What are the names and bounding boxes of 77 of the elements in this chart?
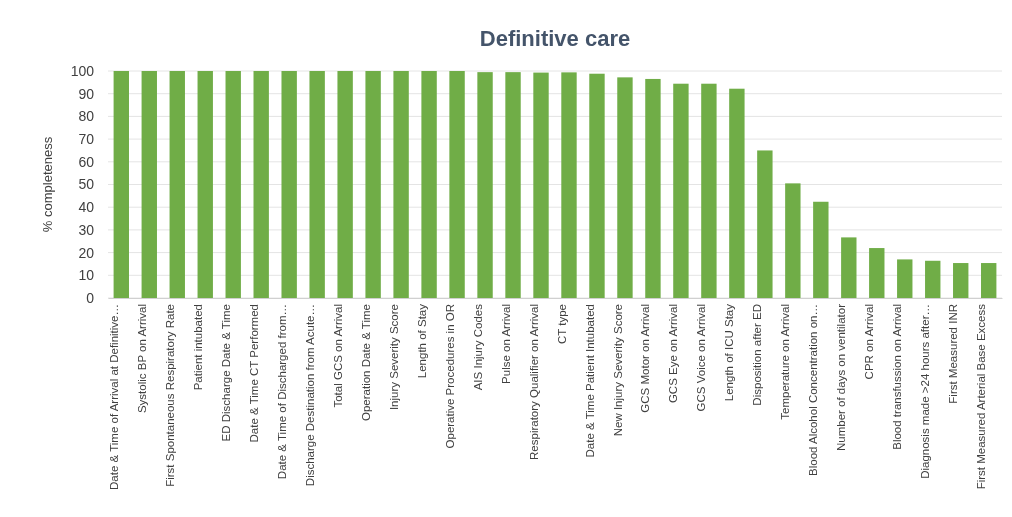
bar: [813, 201, 829, 298]
x-tick-label: Date & Time of Arrival at Definitive…: [107, 304, 120, 490]
x-tick-label: Number of days on ventilator: [835, 303, 848, 452]
bar: [337, 71, 353, 298]
bar: [561, 72, 577, 298]
bar: [141, 71, 157, 298]
bar: [645, 78, 661, 298]
bar: [897, 259, 913, 298]
bar: [197, 71, 213, 298]
x-tick-label: CT type: [555, 304, 568, 345]
bar: [253, 71, 269, 298]
bar: [449, 71, 465, 298]
x-tick-label: Date & Time of Discharged from…: [275, 304, 288, 480]
bar: [617, 77, 633, 298]
x-tick-label: Temperature on Arrival: [779, 304, 792, 420]
bar: [729, 88, 745, 298]
x-tick-label: Systolic BP on Arrival: [135, 304, 148, 414]
bar: [785, 183, 801, 298]
bar: [869, 248, 885, 298]
x-tick-label: Injury Severity Score: [387, 304, 400, 411]
bar: [925, 260, 941, 298]
bar: [533, 72, 549, 298]
x-tick-label: GCS Eye on Arrival: [667, 304, 680, 404]
bar: [309, 71, 325, 298]
bar: [113, 71, 129, 298]
y-tick-label: 40: [78, 199, 95, 216]
bar: [589, 73, 605, 298]
bar: [281, 71, 297, 298]
x-tick-label: AIS Injury Codes: [471, 303, 484, 391]
bar: [421, 71, 437, 298]
bar: [477, 72, 493, 298]
bar: [365, 71, 381, 298]
x-tick-label: ED Discharge Date & Time: [219, 304, 232, 442]
bar: [953, 263, 969, 298]
y-tick-label: 80: [78, 108, 95, 125]
y-tick-label: 90: [78, 85, 95, 102]
y-tick-label: 70: [78, 131, 95, 148]
x-tick-label: Date & Time CT Performed: [247, 304, 260, 443]
y-tick-label: 20: [78, 244, 95, 261]
bar: [505, 72, 521, 298]
x-tick-label: Date & Time Patient Intubated: [583, 304, 596, 458]
y-tick-label: 10: [78, 267, 95, 284]
x-tick-label: Respiratory Qualifier on Arrival: [527, 304, 540, 460]
y-tick-label: 60: [78, 153, 95, 170]
bar: [757, 150, 773, 298]
x-tick-label: First Spontaneous Respiratory Rate: [163, 304, 176, 487]
y-tick-label: 50: [78, 176, 95, 193]
y-axis-title: % completeness: [40, 136, 55, 233]
x-tick-label: GCS Voice on Arrival: [695, 304, 708, 412]
x-tick-label: Operation Date & Time: [359, 304, 372, 421]
x-tick-label: CPR on Arrival: [863, 304, 876, 380]
x-tick-label: Patient intubated: [191, 304, 204, 391]
bar: [393, 71, 409, 298]
x-tick-label: Total GCS on Arrival: [331, 304, 344, 408]
x-tick-label: Diagnosis made >24 hours after…: [919, 304, 932, 479]
y-tick-label: 0: [86, 289, 95, 306]
x-tick-label: First Measured INR: [947, 304, 960, 404]
x-tick-label: Length of ICU Stay: [723, 303, 736, 402]
bar: [701, 83, 717, 298]
x-tick-label: Disposition after ED: [751, 304, 764, 406]
bar: [981, 263, 997, 298]
bar: [673, 83, 689, 298]
x-tick-label: First Measured Arterial Base Excess: [975, 303, 988, 490]
x-tick-label: Discharge Destination from Acute…: [303, 304, 316, 487]
chart-title: Definitive care: [479, 26, 631, 51]
y-tick-label: 100: [70, 62, 95, 79]
bar: [169, 71, 185, 298]
y-tick-label: 30: [78, 221, 95, 238]
bar: [225, 71, 241, 298]
x-tick-label: Pulse on Arrival: [499, 304, 512, 384]
x-tick-label: Operative Procedures in OR: [443, 304, 456, 449]
x-tick-label: Length of Stay: [415, 303, 428, 379]
x-tick-label: New Injury Severity Score: [611, 304, 624, 437]
x-tick-label: Blood Alcohol Concentration on…: [807, 304, 820, 476]
x-tick-label: Blood transfussion on Arrival: [891, 304, 904, 450]
bar: [841, 237, 857, 298]
x-tick-label: GCS Motor on Arrival: [639, 304, 652, 413]
